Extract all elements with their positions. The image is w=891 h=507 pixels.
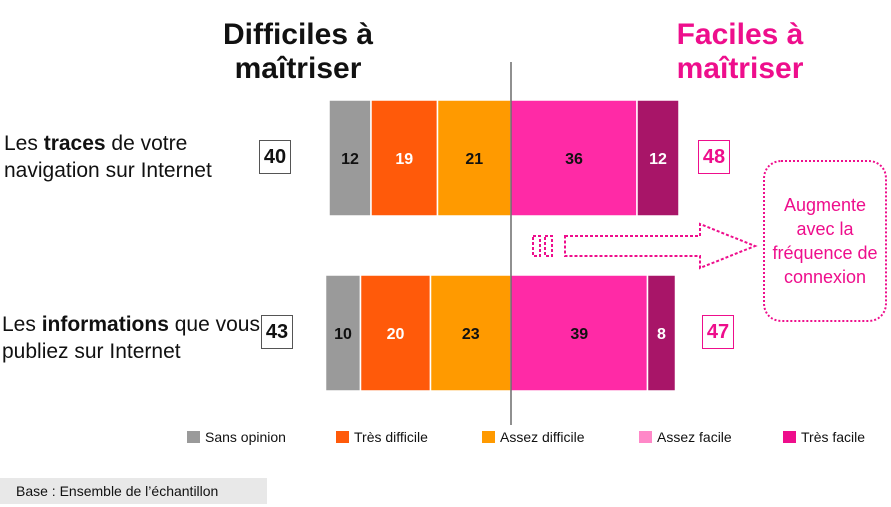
data-label-assez-facile-row1: 39 bbox=[570, 326, 588, 343]
legend-label-tres-difficile: Très difficile bbox=[354, 429, 428, 445]
header-difficult: Difficiles à maîtriser bbox=[222, 18, 374, 85]
bar-assez-facile-row0 bbox=[510, 99, 638, 217]
data-label-assez-difficile-row0: 21 bbox=[465, 151, 483, 168]
data-label-tres-difficile-row0: 19 bbox=[395, 151, 413, 168]
legend-item-assez-facile: Assez facile bbox=[639, 428, 732, 446]
row-label-traces: Les traces de votre navigation sur Inter… bbox=[4, 132, 212, 182]
frequency-callout: Augmente avec la fréquence de connexion bbox=[763, 160, 887, 322]
legend-label-assez-difficile: Assez difficile bbox=[500, 429, 585, 445]
legend-item-tres-facile: Très facile bbox=[783, 428, 865, 446]
bar-sans-opinion-row1 bbox=[324, 274, 362, 392]
legend-label-assez-facile: Assez facile bbox=[657, 429, 732, 445]
total-difficult-informations: 43 bbox=[261, 315, 293, 349]
bar-tres-difficile-row0 bbox=[370, 99, 439, 217]
data-label-sans-opinion-row1: 10 bbox=[334, 326, 352, 343]
header-easy: Faciles à maîtriser bbox=[676, 18, 804, 85]
legend-item-assez-difficile: Assez difficile bbox=[482, 428, 585, 446]
bar-tres-facile-row1 bbox=[646, 274, 677, 392]
legend-swatch-assez-difficile bbox=[482, 431, 495, 443]
total-easy-traces: 48 bbox=[698, 140, 730, 174]
data-label-tres-difficile-row1: 20 bbox=[387, 326, 405, 343]
legend-label-tres-facile: Très facile bbox=[801, 429, 866, 445]
bar-tres-facile-row0 bbox=[636, 99, 680, 217]
legend-swatch-assez-facile bbox=[639, 431, 652, 443]
data-label-assez-facile-row0: 36 bbox=[565, 151, 583, 168]
legend-swatch-tres-difficile bbox=[336, 431, 349, 443]
data-label-assez-difficile-row1: 23 bbox=[462, 326, 480, 343]
legend-swatch-sans-opinion bbox=[187, 431, 200, 443]
bar-tres-difficile-row1 bbox=[359, 274, 432, 392]
legend-item-sans-opinion: Sans opinion bbox=[187, 428, 286, 446]
legend-item-tres-difficile: Très difficile bbox=[336, 428, 428, 446]
total-difficult-traces: 40 bbox=[259, 140, 291, 174]
row-label-informations: Les informations que vous publiez sur In… bbox=[2, 313, 260, 363]
arrow-icon bbox=[532, 222, 758, 270]
legend-swatch-tres-facile bbox=[783, 431, 796, 443]
data-label-sans-opinion-row0: 12 bbox=[341, 151, 359, 168]
data-label-tres-facile-row1: 8 bbox=[657, 326, 666, 343]
legend-label-sans-opinion: Sans opinion bbox=[205, 429, 286, 445]
total-easy-informations: 47 bbox=[702, 315, 734, 349]
legend: Sans opinion Très difficile Assez difficil… bbox=[0, 428, 891, 448]
base-note: Base : Ensemble de l’échantillon bbox=[0, 478, 267, 504]
data-label-tres-facile-row0: 12 bbox=[649, 151, 667, 168]
bar-sans-opinion-row0 bbox=[328, 99, 372, 217]
